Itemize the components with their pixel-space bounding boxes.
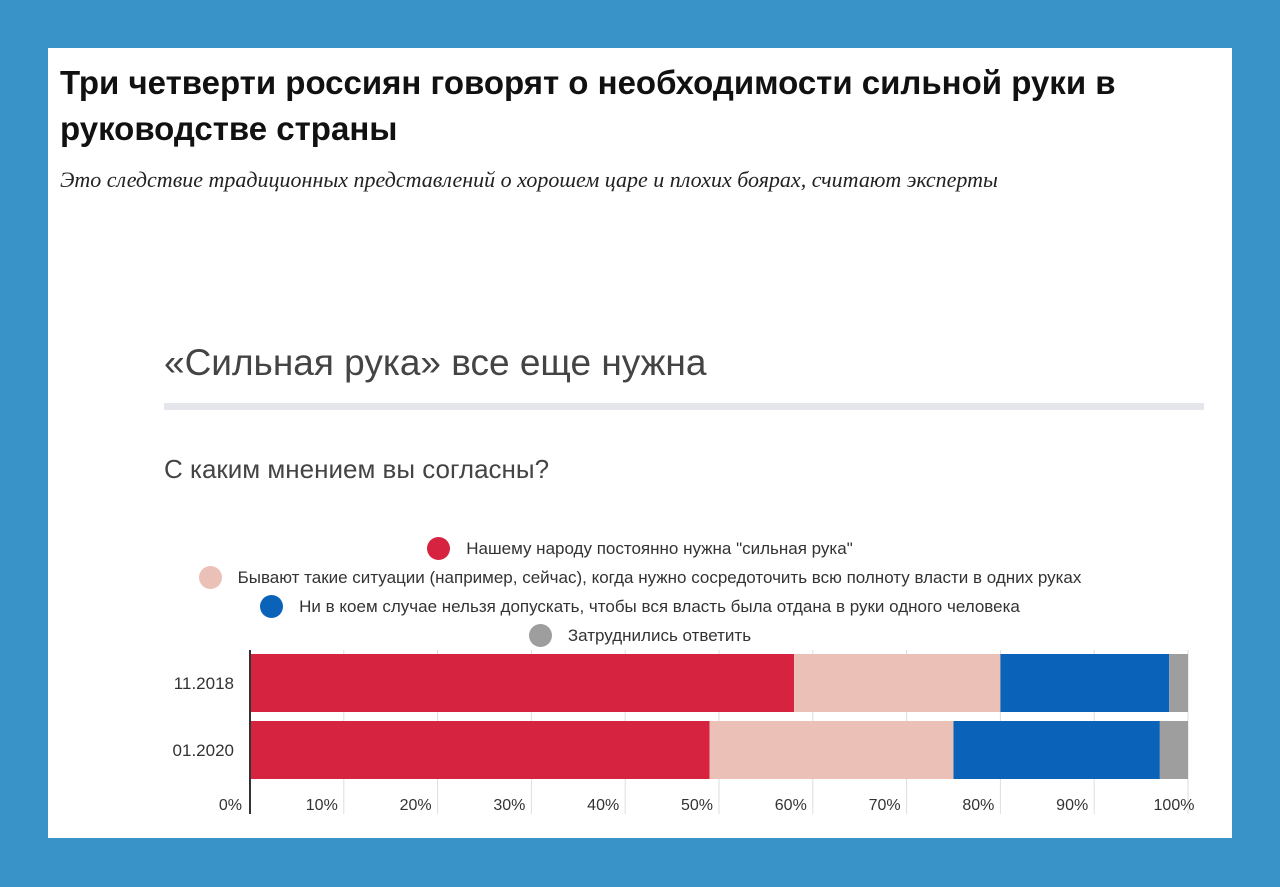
- x-tick-label: 40%: [587, 797, 619, 814]
- legend-label-never: Ни в коем случае нельзя допускать, чтобы…: [299, 596, 1020, 616]
- x-tick-label: 10%: [306, 797, 338, 814]
- x-tick-label: 30%: [493, 797, 525, 814]
- x-tick-label: 90%: [1056, 797, 1088, 814]
- legend-item-situational: Бывают такие ситуации (например, сейчас)…: [48, 563, 1232, 592]
- x-tick-label: 70%: [869, 797, 901, 814]
- legend-marker-hard-to-say: [528, 624, 552, 647]
- legend-item-never: Ни в коем случае нельзя допускать, чтобы…: [48, 592, 1232, 621]
- legend-marker-strong-hand: [427, 537, 451, 560]
- legend-label-situational: Бывают такие ситуации (например, сейчас)…: [237, 567, 1082, 587]
- legend-marker-situational: [198, 566, 222, 589]
- legend-marker-never: [260, 595, 284, 618]
- chart-legend: Нашему народу постоянно нужна "сильная р…: [48, 534, 1232, 650]
- bar-segment: [1000, 654, 1170, 712]
- legend-item-strong-hand: Нашему народу постоянно нужна "сильная р…: [48, 534, 1232, 563]
- x-tick-label: 60%: [775, 797, 807, 814]
- article-card: Три четверти россиян говорят о необходим…: [48, 48, 1232, 838]
- y-tick-label: 01.2020: [173, 741, 234, 760]
- x-tick-label: 80%: [962, 797, 994, 814]
- bar-segment: [794, 654, 1001, 712]
- bar-segment: [709, 721, 954, 779]
- bar-segment: [1159, 721, 1188, 779]
- chart-subtitle: С каким мнением вы согласны?: [164, 454, 550, 484]
- article-subhead: Это следствие традиционных представлений…: [60, 167, 998, 192]
- x-tick-label: 100%: [1154, 797, 1195, 814]
- legend-item-hard-to-say: Затруднились ответить: [48, 621, 1232, 650]
- y-tick-label: 11.2018: [174, 674, 234, 693]
- title-divider: [164, 403, 1204, 410]
- x-tick-label: 50%: [681, 797, 713, 814]
- legend-label-strong-hand: Нашему народу постоянно нужна "сильная р…: [466, 538, 853, 558]
- bar-segment: [953, 721, 1160, 779]
- bar-segment: [250, 654, 795, 712]
- legend-label-hard-to-say: Затруднились ответить: [567, 625, 752, 645]
- chart-title: «Сильная рука» все еще нужна: [164, 342, 707, 383]
- article-headline: Три четверти россиян говорят о необходим…: [60, 64, 1116, 147]
- x-tick-label: 20%: [400, 797, 432, 814]
- x-tick-label: 0%: [219, 797, 242, 814]
- bar-segment: [250, 721, 710, 779]
- bar-segment: [1169, 654, 1188, 712]
